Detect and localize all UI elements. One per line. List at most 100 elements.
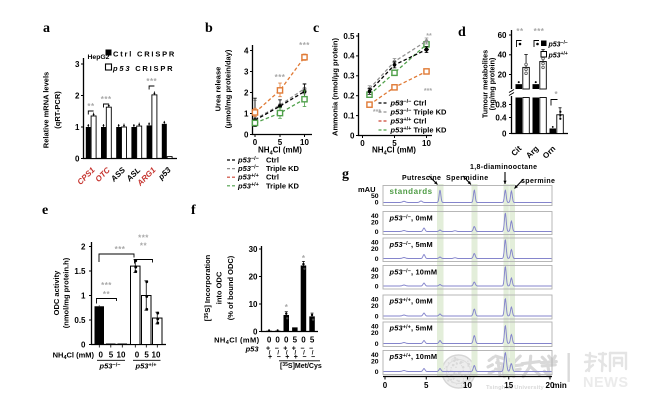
svg-text:0: 0 — [135, 351, 140, 360]
svg-text:mAU: mAU — [358, 185, 376, 194]
svg-text:+: + — [292, 346, 296, 353]
svg-text:5: 5 — [293, 336, 298, 345]
svg-text:0.5: 0.5 — [74, 316, 86, 325]
svg-text:Putrescine: Putrescine — [402, 175, 441, 182]
svg-text:10: 10 — [422, 139, 431, 148]
svg-text:NH4Cl (mM): NH4Cl (mM) — [258, 146, 302, 157]
svg-text:p53+/+, 0mM: p53+/+, 0mM — [389, 297, 433, 306]
svg-text:p53+/+: p53+/+ — [135, 362, 157, 371]
svg-text:0: 0 — [375, 200, 379, 207]
svg-text:2: 2 — [81, 242, 86, 251]
svg-text:/: / — [286, 351, 288, 357]
svg-text:***: *** — [299, 41, 310, 50]
svg-text:4: 4 — [244, 46, 249, 55]
svg-text:10: 10 — [300, 138, 309, 147]
svg-text:0: 0 — [375, 314, 379, 321]
svg-text:0.8: 0.8 — [495, 100, 507, 109]
svg-text:3: 3 — [244, 67, 249, 76]
svg-text:***: *** — [424, 88, 432, 95]
svg-text:40: 40 — [498, 51, 507, 60]
svg-text:0: 0 — [375, 284, 379, 291]
svg-text:**: ** — [140, 242, 148, 251]
svg-text:***: *** — [373, 109, 381, 116]
svg-text:***: *** — [101, 281, 112, 290]
svg-text:0: 0 — [81, 340, 86, 349]
svg-text:/: / — [277, 351, 279, 357]
svg-text:(ng/mg protein): (ng/mg protein) — [488, 57, 497, 110]
svg-text:*: * — [285, 303, 289, 312]
svg-text:40: 40 — [371, 352, 379, 359]
svg-text:−: − — [309, 346, 313, 353]
svg-text:***: *** — [395, 102, 403, 109]
svg-text:p53−/−Triple KD: p53−/− Triple KD — [390, 108, 448, 117]
svg-text:NEWS: NEWS — [583, 375, 629, 391]
svg-text:30: 30 — [249, 245, 258, 254]
svg-text:+: + — [283, 346, 287, 353]
svg-text:p53−/−Triple KD: p53−/− Triple KD — [237, 164, 300, 173]
svg-text:10: 10 — [117, 351, 126, 360]
svg-text:p53: p53 — [245, 345, 260, 354]
svg-text:0: 0 — [244, 130, 249, 139]
svg-text:0: 0 — [502, 129, 507, 138]
svg-text:−: − — [302, 354, 306, 361]
svg-text:+: + — [294, 354, 298, 361]
svg-text:0: 0 — [75, 154, 80, 163]
svg-text:0: 0 — [267, 336, 272, 345]
svg-text:**: ** — [87, 102, 95, 111]
svg-text:**: ** — [516, 27, 524, 36]
svg-text:Tsinghua University: Tsinghua University — [486, 385, 544, 391]
svg-text:0: 0 — [375, 369, 379, 376]
svg-text:[35S] Incorporation: [35S] Incorporation — [203, 254, 212, 321]
svg-text:***: *** — [138, 234, 149, 243]
svg-text:Ammonia (nmol/μg protein): Ammonia (nmol/μg protein) — [331, 38, 340, 136]
svg-text:0.4: 0.4 — [343, 52, 355, 61]
svg-text:***: *** — [146, 77, 157, 86]
svg-text:−: − — [277, 354, 281, 361]
svg-text:ODC activity: ODC activity — [52, 270, 61, 315]
svg-text:p53+/+Triple KD: p53+/+ Triple KD — [390, 126, 448, 135]
svg-text:Relative mRNA levels: Relative mRNA levels — [42, 72, 51, 148]
svg-text:p53−/−: p53−/− — [548, 40, 568, 49]
svg-text:g: g — [342, 167, 349, 182]
svg-text:40: 40 — [371, 240, 379, 247]
svg-text:2: 2 — [75, 91, 80, 100]
svg-text:p53−/−Ctrl: p53−/− Ctrl — [390, 99, 427, 108]
svg-text:min: min — [553, 381, 567, 390]
svg-text:/: / — [312, 351, 314, 357]
svg-text:0: 0 — [98, 351, 103, 360]
svg-text:(% of bound ODC): (% of bound ODC) — [226, 255, 235, 320]
svg-text:***: *** — [101, 95, 112, 104]
svg-text:5: 5 — [310, 336, 315, 345]
svg-text:0: 0 — [383, 381, 388, 390]
svg-text:3: 3 — [75, 60, 80, 69]
svg-text:c: c — [313, 21, 319, 36]
svg-text:0: 0 — [253, 327, 258, 336]
svg-text:0: 0 — [360, 139, 365, 148]
svg-text:1.5: 1.5 — [74, 267, 86, 276]
svg-text:NH4Cl (mM): NH4Cl (mM) — [53, 351, 95, 362]
svg-text:spermine: spermine — [521, 178, 555, 185]
svg-text:0.2: 0.2 — [343, 92, 355, 101]
svg-text:/: / — [295, 351, 297, 357]
svg-text:1: 1 — [75, 123, 80, 132]
svg-text:d: d — [458, 25, 466, 40]
svg-text:[35S]Met/Cys: [35S]Met/Cys — [280, 362, 322, 370]
svg-text:5: 5 — [424, 381, 429, 390]
svg-text:Urea release: Urea release — [214, 67, 223, 112]
svg-text:*: * — [554, 90, 558, 99]
svg-text:20: 20 — [371, 246, 379, 253]
svg-text:0: 0 — [375, 341, 379, 348]
svg-text:+: + — [285, 354, 289, 361]
svg-text:(μmol/mg protein/day): (μmol/mg protein/day) — [224, 49, 233, 128]
svg-text:/: / — [303, 351, 305, 357]
svg-text:0.3: 0.3 — [343, 72, 355, 81]
svg-text:40: 40 — [371, 213, 379, 220]
svg-text:**: ** — [103, 290, 111, 299]
svg-text:standards: standards — [390, 187, 433, 196]
svg-text:40: 40 — [371, 267, 379, 274]
svg-text:**: ** — [426, 33, 432, 40]
svg-text:p53+/+: p53+/+ — [548, 51, 568, 60]
svg-text:(nmol/mg protein.h): (nmol/mg protein.h) — [62, 257, 71, 328]
svg-text:a: a — [43, 21, 50, 36]
svg-text:1: 1 — [244, 109, 249, 118]
